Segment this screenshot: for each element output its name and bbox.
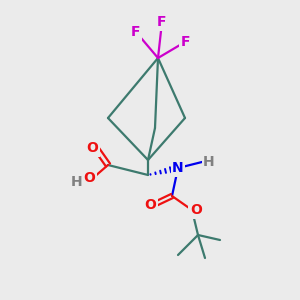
Text: O: O [86, 141, 98, 155]
Text: O: O [83, 171, 95, 185]
Text: H: H [71, 175, 83, 189]
Text: O: O [190, 203, 202, 217]
Text: F: F [131, 25, 141, 39]
Text: F: F [180, 35, 190, 49]
Text: N: N [172, 161, 184, 175]
Text: H: H [203, 155, 215, 169]
Text: O: O [144, 198, 156, 212]
Text: F: F [157, 15, 167, 29]
